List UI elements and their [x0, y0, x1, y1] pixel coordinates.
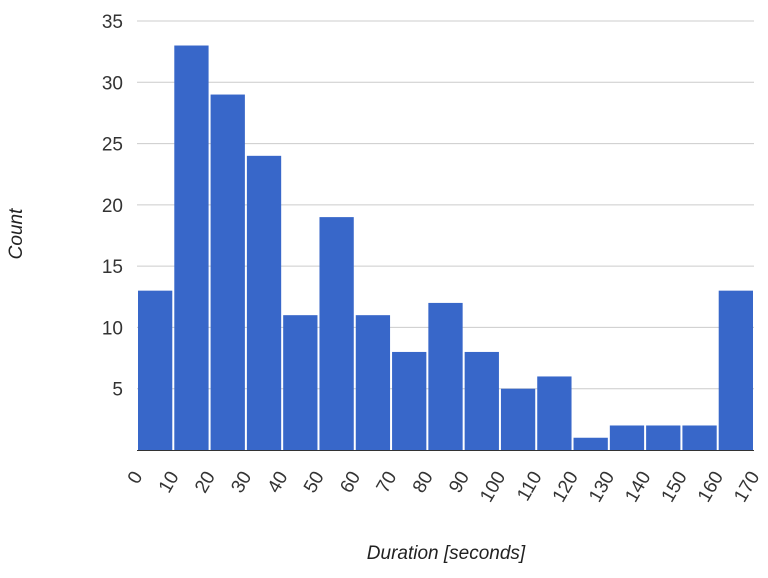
bar-50-60	[319, 217, 354, 450]
x-tick-label-140: 140	[621, 468, 655, 506]
y-tick-label-25: 25	[102, 135, 123, 156]
y-tick-label-15: 15	[102, 257, 123, 278]
x-tick-label-120: 120	[549, 468, 583, 506]
bars	[138, 45, 753, 451]
x-tick-label-160: 160	[694, 468, 728, 506]
bar-90-100	[464, 351, 499, 450]
bar-130-140	[609, 425, 645, 450]
x-tick-label-170: 170	[730, 468, 764, 506]
x-tick-label-110: 110	[513, 468, 546, 505]
bar-40-50	[283, 315, 318, 450]
bar-160-170	[718, 290, 753, 450]
bar-150-160	[682, 425, 717, 450]
bar-60-70	[355, 315, 391, 450]
x-tick-label-150: 150	[658, 468, 692, 506]
x-tick-label-130: 130	[585, 468, 619, 506]
bar-100-110	[500, 388, 536, 450]
x-axis-title: Duration [seconds]	[367, 543, 526, 564]
x-tick-label-20: 20	[191, 468, 220, 497]
x-tick-label-80: 80	[409, 468, 438, 497]
x-axis-ticks: 0 10 20 30 40 50 60 70 80 90 100 110 120 130 140 150 160…	[124, 468, 764, 506]
y-tick-label-5: 5	[112, 380, 123, 401]
y-tick-label-10: 10	[102, 318, 123, 339]
bar-80-90	[428, 302, 463, 450]
y-tick-label-30: 30	[102, 73, 123, 94]
bar-120-130	[573, 437, 608, 450]
x-tick-label-40: 40	[264, 468, 293, 497]
bar-10-20	[174, 45, 209, 451]
y-tick-label-35: 35	[102, 12, 123, 33]
bar-140-150	[646, 425, 681, 450]
bar-20-30	[210, 94, 245, 451]
x-tick-label-50: 50	[300, 468, 329, 497]
x-tick-label-60: 60	[336, 468, 365, 497]
bar-30-40	[246, 155, 282, 451]
bar-0-10	[138, 290, 173, 450]
x-tick-label-70: 70	[373, 468, 402, 497]
x-tick-label-10: 10	[155, 468, 184, 497]
y-axis-ticks: 5 10 15 20 25 30 35	[102, 12, 123, 401]
y-axis-title: Count	[6, 208, 27, 259]
bar-70-80	[392, 351, 427, 450]
x-tick-label-90: 90	[445, 468, 474, 497]
y-tick-label-20: 20	[102, 196, 123, 217]
x-tick-label-100: 100	[476, 468, 510, 506]
x-tick-label-30: 30	[227, 468, 256, 497]
x-tick-label-0: 0	[124, 468, 147, 488]
bar-110-120	[537, 376, 572, 450]
